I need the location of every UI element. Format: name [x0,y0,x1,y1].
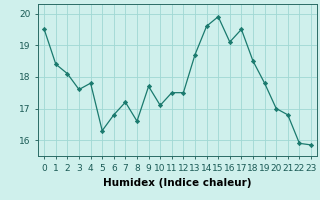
X-axis label: Humidex (Indice chaleur): Humidex (Indice chaleur) [103,178,252,188]
